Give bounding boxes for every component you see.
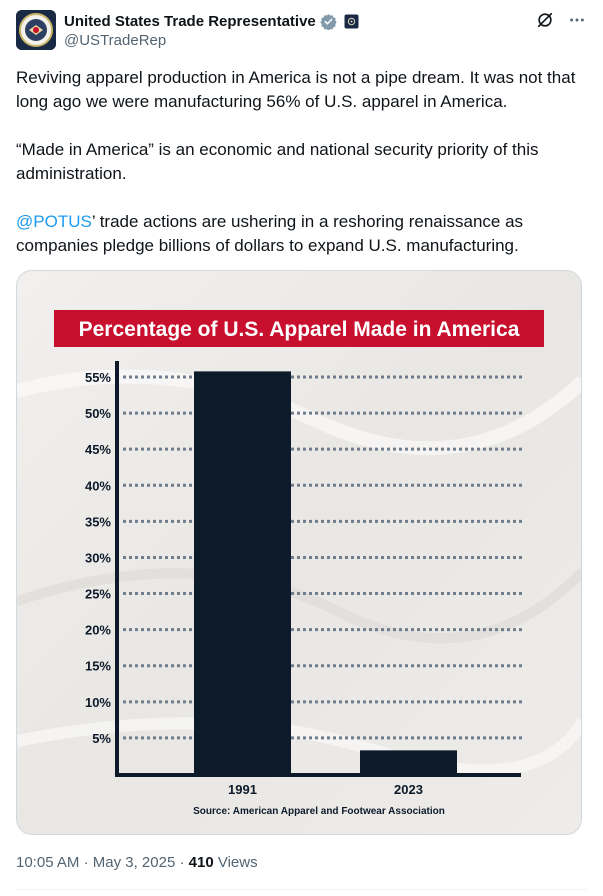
tweet-paragraph-3-text: ’ trade actions are ushering in a reshor…	[16, 212, 524, 255]
y-tick-label: 40%	[85, 478, 111, 493]
y-tick-label: 35%	[85, 514, 111, 529]
y-tick-label: 55%	[85, 370, 111, 385]
tweet-image[interactable]: Percentage of U.S. Apparel Made in Ameri…	[16, 270, 582, 835]
gridlines	[123, 375, 522, 740]
tweet-text: Reviving apparel production in America i…	[16, 66, 587, 258]
x-category-label: 1991	[228, 782, 257, 797]
government-affiliation-icon[interactable]	[344, 14, 359, 29]
views-count: 410	[188, 854, 214, 871]
y-tick-label: 30%	[85, 550, 111, 565]
views-label: Views	[217, 854, 258, 871]
chart-source: Source: American Apparel and Footwear As…	[193, 806, 445, 817]
y-tick-label: 50%	[85, 406, 111, 421]
gray-verified-badge-icon[interactable]	[320, 13, 337, 30]
bars	[194, 371, 457, 773]
tweet-paragraph-1: Reviving apparel production in America i…	[16, 68, 576, 111]
display-name[interactable]: United States Trade Representative	[64, 12, 316, 30]
name-row: United States Trade Representative	[64, 11, 359, 31]
chart-background	[17, 271, 581, 834]
avatar[interactable]	[16, 10, 56, 50]
y-tick-label: 10%	[85, 695, 111, 710]
fabric-fold	[17, 567, 581, 644]
fabric-fold	[17, 717, 581, 777]
tweet-time[interactable]: 10:05 AM	[16, 854, 80, 871]
account-handle[interactable]: @USTradeRep	[64, 32, 167, 49]
ustr-seal-icon	[16, 10, 56, 50]
tweet-paragraph-3: @POTUS’ trade actions are ushering in a …	[16, 210, 587, 258]
meta-separator: ·	[179, 854, 185, 871]
y-tick-label: 25%	[85, 587, 111, 602]
divider	[16, 889, 587, 890]
mention-link[interactable]: @POTUS	[16, 212, 92, 231]
bar-2023	[360, 750, 457, 773]
chart-title-banner	[54, 310, 544, 347]
x-category-label: 2023	[394, 782, 423, 797]
chart-title: Percentage of U.S. Apparel Made in Ameri…	[79, 318, 520, 341]
y-tick-labels: 5% 10% 15% 20% 25% 30% 35% 40% 45% 50% 55%	[85, 370, 111, 746]
tweet-metadata: 10:05 AM · May 3, 2025 · 410 Views	[16, 854, 258, 871]
tweet-date[interactable]: May 3, 2025	[92, 854, 176, 871]
y-tick-label: 15%	[85, 659, 111, 674]
y-tick-label: 20%	[85, 623, 111, 638]
more-options-icon[interactable]	[567, 10, 587, 30]
bar-1991	[194, 371, 291, 773]
y-tick-label: 5%	[92, 731, 111, 746]
fabric-fold	[17, 369, 581, 456]
x-category-labels: 1991 2023	[228, 782, 423, 797]
bar-chart: Percentage of U.S. Apparel Made in Ameri…	[17, 271, 581, 834]
grok-icon[interactable]	[535, 10, 555, 30]
y-tick-label: 45%	[85, 442, 111, 457]
meta-separator: ·	[83, 854, 89, 871]
tweet-top-actions	[535, 10, 587, 30]
tweet-header: United States Trade Representative @USTr…	[16, 10, 587, 52]
tweet-paragraph-2: “Made in America” is an economic and nat…	[16, 140, 539, 183]
